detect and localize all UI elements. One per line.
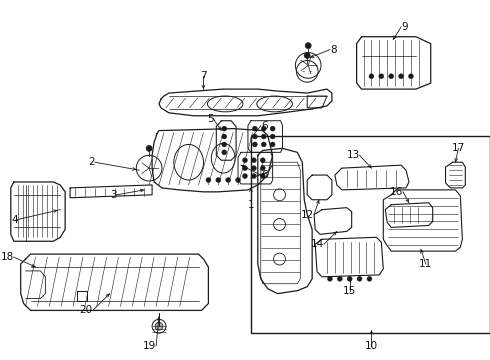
Ellipse shape (222, 126, 227, 131)
Ellipse shape (251, 166, 256, 171)
Bar (251, 135, 490, 333)
Ellipse shape (379, 74, 384, 79)
Text: 9: 9 (401, 22, 408, 32)
Text: 14: 14 (311, 239, 324, 249)
Ellipse shape (216, 177, 221, 183)
Ellipse shape (155, 322, 163, 330)
Ellipse shape (261, 142, 266, 147)
Ellipse shape (347, 276, 352, 281)
Ellipse shape (261, 134, 266, 139)
Text: 12: 12 (301, 210, 314, 220)
Text: 19: 19 (143, 341, 156, 351)
Text: 7: 7 (200, 71, 207, 81)
Ellipse shape (243, 166, 247, 171)
Text: 15: 15 (343, 285, 356, 296)
Ellipse shape (260, 174, 265, 179)
Ellipse shape (367, 276, 372, 281)
Ellipse shape (357, 276, 362, 281)
Ellipse shape (252, 134, 257, 139)
Ellipse shape (389, 74, 393, 79)
Text: 1: 1 (247, 200, 254, 210)
Ellipse shape (222, 150, 227, 155)
Text: 6: 6 (261, 170, 268, 180)
Ellipse shape (304, 53, 310, 58)
Ellipse shape (270, 134, 275, 139)
Text: 20: 20 (80, 305, 93, 315)
Ellipse shape (251, 174, 256, 179)
Text: 2: 2 (88, 157, 95, 167)
Ellipse shape (226, 177, 231, 183)
Text: 13: 13 (346, 150, 360, 160)
Ellipse shape (260, 158, 265, 163)
Ellipse shape (252, 142, 257, 147)
Ellipse shape (327, 276, 332, 281)
Ellipse shape (261, 126, 266, 131)
Text: 10: 10 (365, 341, 378, 351)
Text: 4: 4 (11, 215, 18, 225)
Ellipse shape (243, 174, 247, 179)
Text: 8: 8 (330, 45, 337, 55)
Ellipse shape (236, 177, 241, 183)
Ellipse shape (270, 142, 275, 147)
Ellipse shape (337, 276, 343, 281)
Text: 11: 11 (419, 259, 432, 269)
Text: 17: 17 (452, 143, 465, 153)
Ellipse shape (369, 74, 374, 79)
Ellipse shape (270, 126, 275, 131)
Ellipse shape (305, 43, 311, 49)
Ellipse shape (252, 126, 257, 131)
Ellipse shape (409, 74, 414, 79)
Ellipse shape (398, 74, 404, 79)
Ellipse shape (243, 158, 247, 163)
Ellipse shape (146, 145, 152, 151)
Ellipse shape (206, 177, 211, 183)
Ellipse shape (222, 142, 227, 147)
Ellipse shape (251, 158, 256, 163)
Text: 18: 18 (0, 252, 14, 262)
Text: 5: 5 (207, 114, 213, 124)
Ellipse shape (222, 134, 227, 139)
Text: 16: 16 (390, 187, 403, 197)
Ellipse shape (260, 166, 265, 171)
Text: 6: 6 (261, 121, 268, 131)
Text: 3: 3 (110, 190, 117, 200)
